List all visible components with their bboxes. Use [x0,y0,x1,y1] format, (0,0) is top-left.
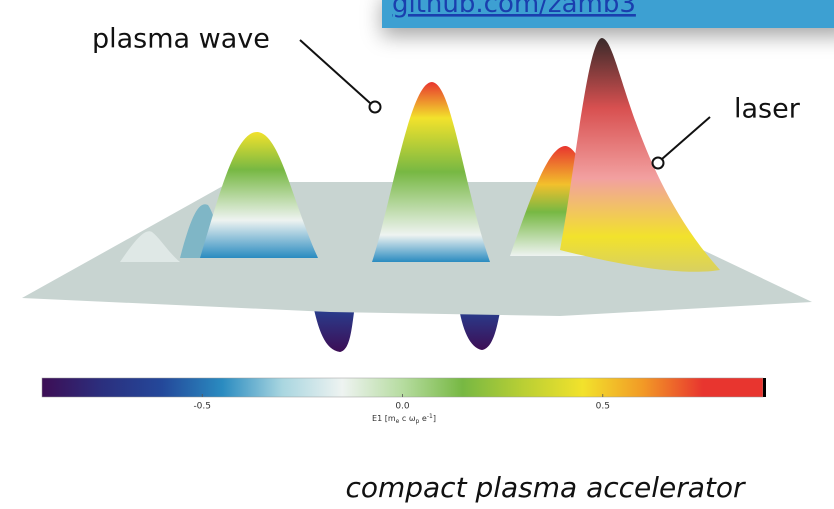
pointer [661,116,711,160]
colorbar-end [763,378,766,397]
banner [382,0,834,28]
pointer-dot [368,100,382,114]
colorbar-tick-label: 0.0 [395,402,410,412]
laser-label: laser [734,94,801,125]
link[interactable]: github.com/zamb3 [392,0,636,19]
pointer [299,39,371,104]
caption: compact plasma accelerator [345,471,746,504]
plasma-wave-label: plasma wave [92,24,270,55]
colorbar-tick-label: -0.5 [193,402,211,412]
surface-render [22,38,812,352]
colorbar-tick-label: 0.5 [596,402,610,412]
colorbar-label: E1 [me c ωp e-1] [372,413,436,425]
pointer-dot [651,156,665,170]
